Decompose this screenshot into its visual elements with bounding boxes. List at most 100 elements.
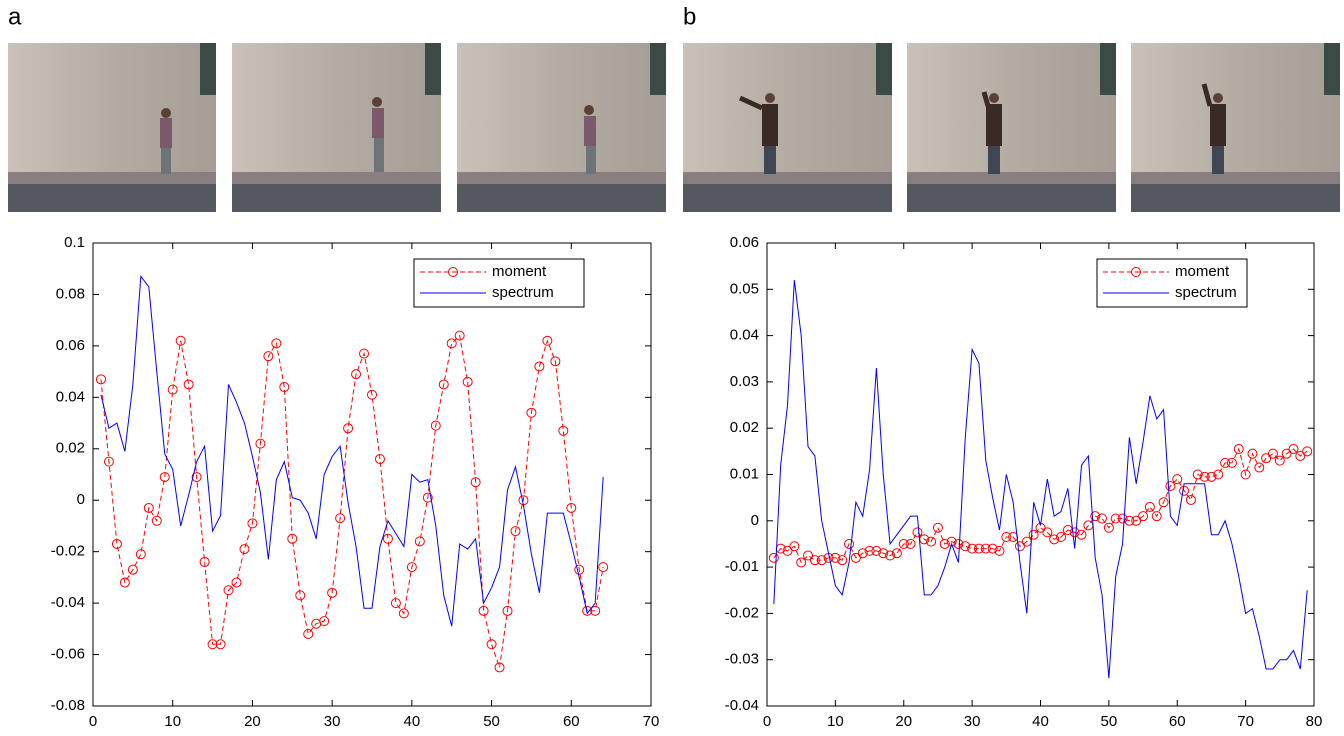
y-tick-label: -0.02 — [51, 543, 85, 560]
marker — [367, 389, 377, 400]
marker — [438, 379, 449, 390]
legend-label: moment — [1175, 263, 1230, 280]
marker — [542, 335, 553, 346]
marker — [980, 543, 991, 554]
photo — [232, 43, 441, 212]
marker — [768, 552, 779, 563]
series-line — [773, 447, 1308, 564]
x-tick-label: 40 — [1032, 713, 1049, 730]
marker — [1226, 457, 1237, 468]
marker — [1199, 471, 1210, 482]
marker — [1281, 448, 1292, 459]
marker — [1144, 501, 1155, 512]
marker — [1014, 541, 1025, 552]
x-tick-label: 0 — [763, 713, 771, 730]
marker — [953, 538, 964, 549]
y-tick-label: 0.03 — [730, 373, 759, 390]
marker — [159, 472, 170, 483]
marker — [478, 605, 489, 616]
y-tick-label: -0.01 — [725, 558, 759, 575]
marker — [1124, 515, 1135, 526]
marker — [590, 605, 601, 616]
x-tick-label: 50 — [1101, 713, 1118, 730]
photo — [683, 43, 892, 212]
legend-label: spectrum — [492, 284, 554, 301]
marker — [103, 456, 114, 467]
marker — [494, 662, 505, 673]
y-tick-label: 0.02 — [56, 440, 85, 457]
marker — [550, 356, 561, 367]
marker — [816, 555, 827, 566]
series-line — [100, 275, 604, 627]
marker — [1267, 448, 1278, 459]
marker — [1151, 511, 1162, 522]
marker — [223, 585, 234, 596]
marker — [905, 538, 916, 549]
marker — [878, 548, 889, 559]
marker — [994, 545, 1005, 556]
marker — [486, 639, 497, 650]
marker — [215, 639, 226, 650]
marker — [1008, 532, 1019, 543]
marker — [151, 515, 162, 526]
marker — [973, 543, 984, 554]
marker — [891, 548, 902, 559]
marker — [255, 438, 266, 449]
marker — [247, 518, 258, 529]
x-tick-label: 30 — [964, 713, 981, 730]
panel-label: a — [8, 3, 22, 30]
marker — [143, 502, 154, 513]
legend-label: spectrum — [1175, 284, 1237, 301]
y-tick-label: 0 — [751, 512, 759, 529]
legend-box — [413, 258, 585, 308]
y-tick-label: 0.06 — [730, 234, 759, 251]
marker — [1302, 446, 1313, 457]
marker — [1076, 529, 1087, 540]
photo — [907, 43, 1116, 212]
marker — [351, 369, 362, 380]
marker — [430, 420, 441, 431]
x-tick-label: 10 — [164, 713, 181, 730]
marker — [885, 550, 896, 561]
legend-label: moment — [492, 263, 547, 280]
marker — [414, 536, 425, 547]
marker — [1288, 444, 1299, 455]
y-tick-label: -0.02 — [725, 604, 759, 621]
marker — [534, 361, 545, 372]
marker — [1172, 474, 1183, 485]
marker — [319, 616, 330, 627]
y-tick-label: 0.02 — [730, 419, 759, 436]
marker — [926, 536, 937, 547]
marker — [1090, 511, 1101, 522]
marker — [809, 555, 820, 566]
marker — [582, 605, 593, 616]
marker — [263, 351, 274, 362]
marker — [359, 348, 370, 359]
marker — [912, 527, 923, 538]
marker — [987, 543, 998, 554]
marker — [932, 522, 943, 533]
marker — [526, 407, 537, 418]
marker — [374, 454, 385, 465]
marker — [1138, 511, 1149, 522]
legend-marker — [448, 267, 458, 277]
y-tick-label: 0.06 — [56, 337, 85, 354]
marker — [1117, 513, 1128, 524]
marker — [303, 628, 314, 639]
marker — [127, 564, 138, 575]
y-tick-label: 0.01 — [730, 465, 759, 482]
marker — [175, 335, 186, 346]
y-tick-label: 0.04 — [730, 327, 759, 344]
y-tick-label: -0.04 — [725, 697, 759, 714]
marker — [239, 544, 250, 555]
marker — [406, 562, 417, 573]
marker — [1110, 513, 1121, 524]
marker — [1240, 469, 1251, 480]
x-tick-label: 40 — [404, 713, 421, 730]
y-tick-label: 0.04 — [56, 388, 85, 405]
marker — [1261, 453, 1272, 464]
marker — [398, 608, 409, 619]
marker — [1103, 522, 1114, 533]
x-tick-label: 50 — [483, 713, 500, 730]
